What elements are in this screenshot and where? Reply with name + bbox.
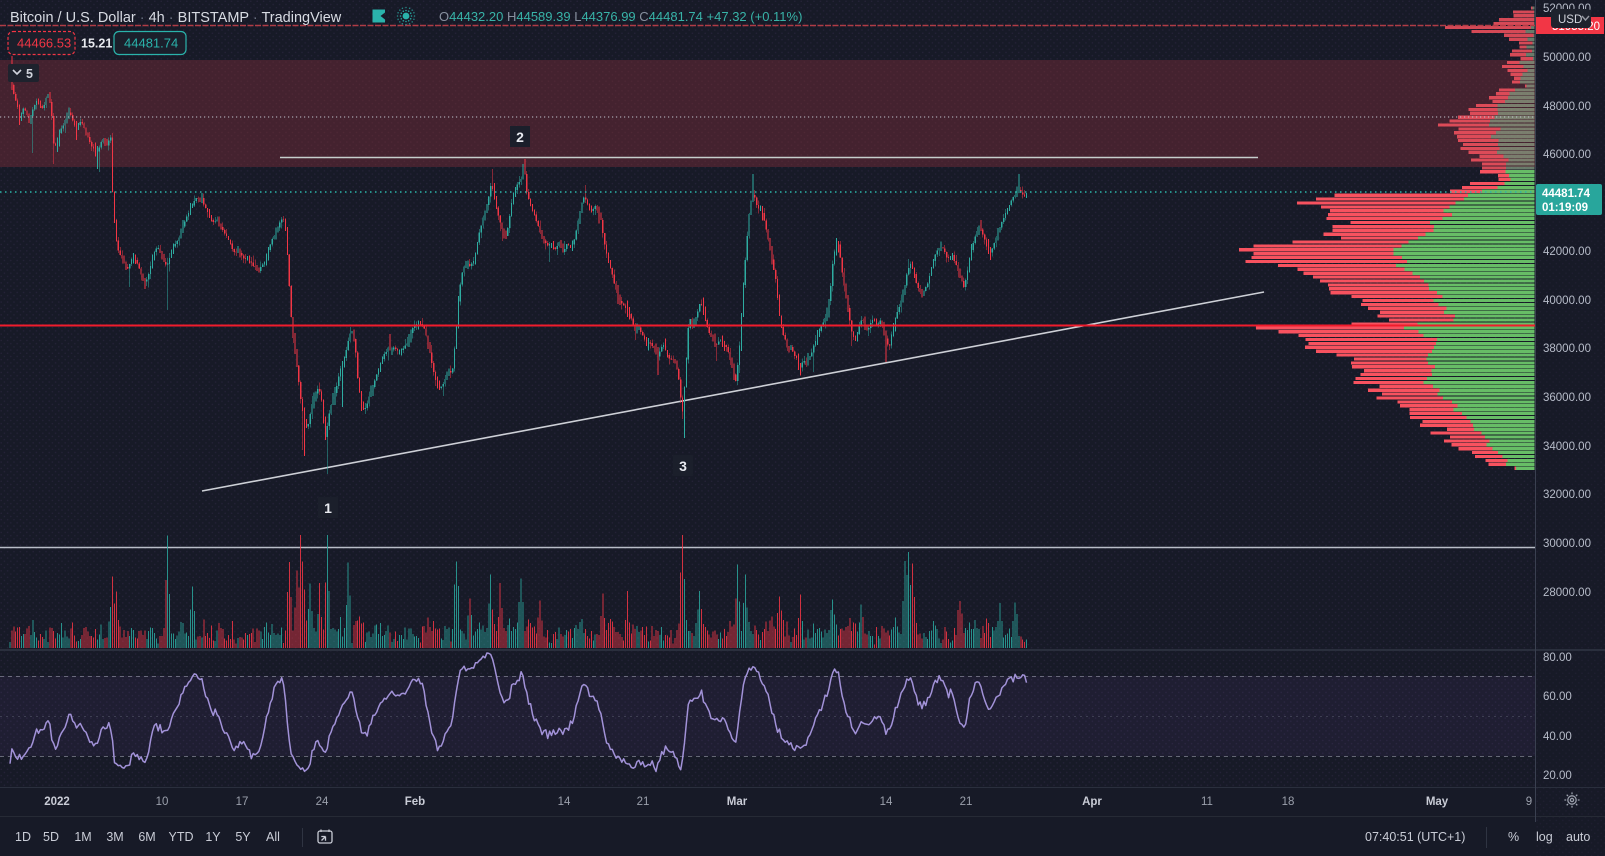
svg-text:1Y: 1Y — [205, 830, 221, 844]
svg-text:80.00: 80.00 — [1543, 652, 1572, 664]
svg-text:17: 17 — [236, 796, 249, 808]
svg-text:42000.00: 42000.00 — [1543, 246, 1591, 258]
svg-text:15.21: 15.21 — [81, 37, 112, 51]
svg-text:40000.00: 40000.00 — [1543, 295, 1591, 307]
svg-text:44481.74: 44481.74 — [124, 36, 178, 51]
svg-text:40.00: 40.00 — [1543, 731, 1572, 743]
svg-text:46000.00: 46000.00 — [1543, 149, 1591, 161]
svg-text:10: 10 — [156, 796, 169, 808]
svg-text:O44432.20 H44589.39 L44376.99: O44432.20 H44589.39 L44376.99 C44481.74 … — [439, 9, 802, 24]
svg-text:3: 3 — [679, 458, 687, 474]
svg-text:Apr: Apr — [1082, 796, 1102, 808]
svg-text:01:19:09: 01:19:09 — [1542, 202, 1588, 214]
svg-text:1: 1 — [324, 500, 332, 516]
svg-text:1D: 1D — [15, 830, 31, 844]
svg-text:May: May — [1426, 796, 1449, 808]
svg-text:44481.74: 44481.74 — [1542, 188, 1591, 200]
svg-text:5D: 5D — [43, 830, 59, 844]
svg-text:14: 14 — [558, 796, 571, 808]
svg-text:48000.00: 48000.00 — [1543, 101, 1591, 113]
svg-text:32000.00: 32000.00 — [1543, 489, 1591, 501]
svg-text:5Y: 5Y — [235, 830, 251, 844]
svg-text:36000.00: 36000.00 — [1543, 392, 1591, 404]
svg-text:USD: USD — [1558, 14, 1582, 26]
svg-text:6M: 6M — [138, 830, 155, 844]
svg-text:21: 21 — [637, 796, 650, 808]
svg-text:2: 2 — [516, 129, 524, 145]
svg-text:07:40:51 (UTC+1): 07:40:51 (UTC+1) — [1365, 830, 1465, 844]
svg-text:3M: 3M — [106, 830, 123, 844]
svg-text:Feb: Feb — [405, 796, 425, 808]
svg-text:All: All — [266, 830, 280, 844]
svg-text:auto: auto — [1566, 830, 1590, 844]
svg-text:2022: 2022 — [44, 796, 70, 808]
svg-text:%: % — [1508, 830, 1519, 844]
svg-text:Mar: Mar — [727, 796, 748, 808]
svg-text:30000.00: 30000.00 — [1543, 538, 1591, 550]
svg-text:1M: 1M — [74, 830, 91, 844]
svg-text:60.00: 60.00 — [1543, 691, 1572, 703]
svg-text:24: 24 — [316, 796, 329, 808]
svg-text:28000.00: 28000.00 — [1543, 587, 1591, 599]
svg-text:log: log — [1536, 830, 1553, 844]
svg-text:5: 5 — [26, 67, 33, 81]
svg-text:9: 9 — [1526, 796, 1532, 808]
svg-text:14: 14 — [880, 796, 893, 808]
svg-text:34000.00: 34000.00 — [1543, 441, 1591, 453]
svg-text:Bitcoin / U.S. Dollar · 4h · B: Bitcoin / U.S. Dollar · 4h · BITSTAMP · … — [10, 10, 342, 26]
svg-text:20.00: 20.00 — [1543, 770, 1572, 782]
svg-text:38000.00: 38000.00 — [1543, 343, 1591, 355]
svg-text:11: 11 — [1201, 796, 1213, 808]
svg-text:44466.53: 44466.53 — [17, 36, 71, 51]
svg-text:50000.00: 50000.00 — [1543, 52, 1591, 64]
svg-text:18: 18 — [1282, 796, 1295, 808]
svg-text:21: 21 — [960, 796, 973, 808]
svg-text:YTD: YTD — [169, 830, 194, 844]
